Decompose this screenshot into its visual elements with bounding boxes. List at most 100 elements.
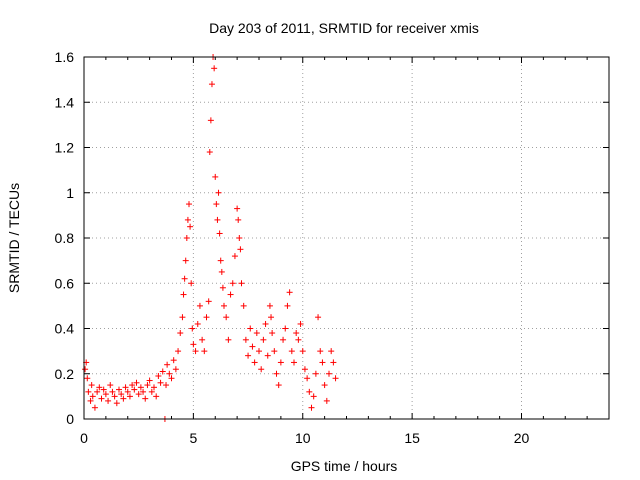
grid-lines	[84, 57, 609, 419]
data-point	[126, 393, 133, 400]
axis-ticks	[83, 56, 609, 420]
data-point	[235, 216, 242, 223]
data-point	[196, 302, 203, 309]
data-point	[317, 348, 324, 355]
data-point	[205, 298, 212, 305]
y-tick-labels: 0 0.2 0.4 0.6 0.8 1 1.2 1.4 1.6	[55, 49, 75, 427]
data-point	[249, 343, 256, 350]
data-point	[238, 280, 245, 287]
data-point	[264, 352, 271, 359]
data-point	[131, 386, 138, 393]
data-point	[237, 246, 244, 253]
data-point	[262, 320, 269, 327]
data-point	[217, 257, 224, 264]
data-point	[315, 314, 322, 321]
y-tick-label: 1.6	[55, 49, 75, 65]
data-point	[269, 330, 276, 337]
data-point	[142, 395, 149, 402]
data-point	[140, 388, 147, 395]
y-tick-label: 1	[66, 185, 74, 201]
data-point	[133, 379, 140, 386]
data-point	[288, 348, 295, 355]
data-point	[312, 370, 319, 377]
chart-title: Day 203 of 2011, SRMTID for receiver xmi…	[209, 20, 479, 36]
data-point	[190, 341, 197, 348]
data-point	[177, 330, 184, 337]
data-point	[213, 201, 220, 208]
data-point	[275, 382, 282, 389]
data-point	[84, 375, 91, 382]
data-point	[120, 395, 127, 402]
y-tick-label: 0	[66, 411, 74, 427]
data-point	[208, 81, 215, 88]
data-point	[116, 386, 122, 393]
data-point	[310, 393, 317, 400]
data-point	[188, 280, 195, 287]
data-point	[172, 366, 179, 373]
data-point	[286, 289, 293, 296]
data-point	[192, 348, 199, 355]
data-point	[179, 314, 186, 321]
x-tick-label: 15	[404, 430, 420, 446]
data-point	[182, 257, 189, 264]
data-point	[91, 404, 98, 411]
data-point	[251, 359, 258, 366]
data-point	[326, 370, 332, 377]
data-point	[89, 393, 96, 400]
data-point	[293, 330, 300, 337]
data-point	[98, 395, 105, 402]
data-point	[236, 235, 243, 241]
data-point	[181, 275, 188, 282]
data-point	[94, 388, 101, 395]
data-point	[291, 359, 297, 366]
data-point	[218, 268, 225, 275]
x-tick-label: 5	[189, 430, 197, 446]
data-point	[216, 230, 223, 237]
data-point	[212, 173, 219, 180]
data-point	[214, 216, 221, 223]
data-point	[328, 348, 335, 355]
data-point	[87, 397, 94, 404]
data-point	[163, 382, 170, 389]
x-tick-labels: 0 5 10 15 20	[80, 430, 529, 446]
data-point	[113, 400, 120, 407]
data-point	[88, 382, 95, 389]
x-tick-label: 10	[295, 430, 311, 446]
data-point	[225, 336, 232, 343]
y-tick-label: 0.4	[55, 321, 75, 337]
data-point	[242, 336, 249, 343]
data-point	[221, 302, 227, 309]
data-point	[124, 388, 131, 395]
data-point	[199, 336, 206, 343]
y-tick-label: 0.8	[55, 230, 75, 246]
data-point	[321, 382, 328, 389]
data-point	[306, 388, 313, 395]
data-point	[137, 384, 144, 391]
data-point	[234, 205, 241, 212]
data-point	[194, 320, 201, 327]
data-point	[304, 375, 311, 382]
data-point	[105, 397, 112, 404]
data-point	[229, 280, 236, 287]
data-point	[159, 368, 166, 375]
data-point	[330, 359, 337, 366]
data-point	[245, 352, 252, 359]
data-point	[206, 149, 213, 156]
data-point	[135, 391, 142, 398]
data-point	[258, 366, 265, 373]
data-point	[107, 382, 114, 389]
data-point	[231, 253, 238, 260]
data-point	[184, 216, 191, 223]
data-point	[168, 375, 175, 382]
data-point	[215, 189, 222, 196]
data-point	[301, 366, 308, 373]
data-point	[295, 336, 302, 343]
data-point	[187, 223, 194, 230]
y-tick-label: 1.2	[55, 140, 75, 156]
data-point	[266, 302, 273, 309]
data-point	[203, 314, 210, 321]
data-point	[271, 348, 278, 355]
data-point	[100, 386, 107, 393]
data-point	[219, 284, 226, 291]
